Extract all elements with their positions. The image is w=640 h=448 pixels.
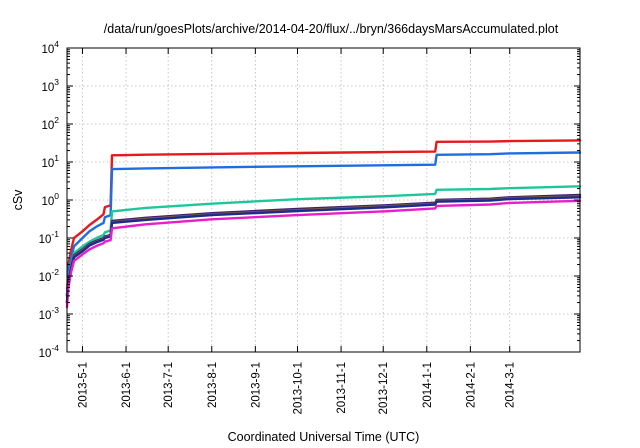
- x-tick-label: 2013-5-1: [77, 362, 89, 408]
- x-tick-label: 2013-12-1: [378, 362, 390, 414]
- y-tick-label: 10-3: [39, 305, 60, 322]
- x-tick-label: 2014-3-1: [505, 362, 517, 408]
- x-tick-label: 2013-11-1: [336, 362, 348, 414]
- y-tick-label: 101: [41, 153, 59, 170]
- x-tick-label: 2013-9-1: [250, 362, 262, 408]
- chart-title: /data/run/goesPlots/archive/2014-04-20/f…: [104, 22, 559, 36]
- series-layer: [65, 139, 582, 309]
- x-tick-label: 2013-10-1: [292, 362, 304, 414]
- y-tick-label: 102: [41, 115, 59, 132]
- x-tick-label: 2013-7-1: [163, 362, 175, 408]
- x-tick-label: 2013-8-1: [207, 362, 219, 408]
- y-tick-label: 10-1: [39, 229, 60, 246]
- y-tick-label: 10-2: [39, 267, 60, 284]
- x-tick-labels: 2013-5-1 2013-6-1 2013-7-1 2013-8-1 2013-9-1…: [77, 362, 516, 414]
- x-tick-label: 2013-6-1: [121, 362, 133, 408]
- y-tick-label: 103: [41, 77, 59, 94]
- grid-layer: [67, 48, 580, 352]
- x-tick-label: 2014-1-1: [422, 362, 434, 408]
- series-line-5: [65, 195, 582, 304]
- y-tick-labels: 10-4 10-3 10-2 10-1 100 101 102 103 104: [39, 39, 60, 360]
- y-tick-label: 100: [41, 191, 59, 208]
- y-tick-label: 10-4: [39, 343, 60, 360]
- series-line-7: [65, 199, 582, 309]
- x-axis-label: Coordinated Universal Time (UTC): [228, 430, 420, 444]
- y-axis-label: cSv: [11, 189, 25, 211]
- y-tick-label: 104: [41, 39, 59, 56]
- x-tick-label: 2014-2-1: [465, 362, 477, 408]
- series-line-2: [65, 151, 582, 298]
- tick-layer: [67, 47, 580, 353]
